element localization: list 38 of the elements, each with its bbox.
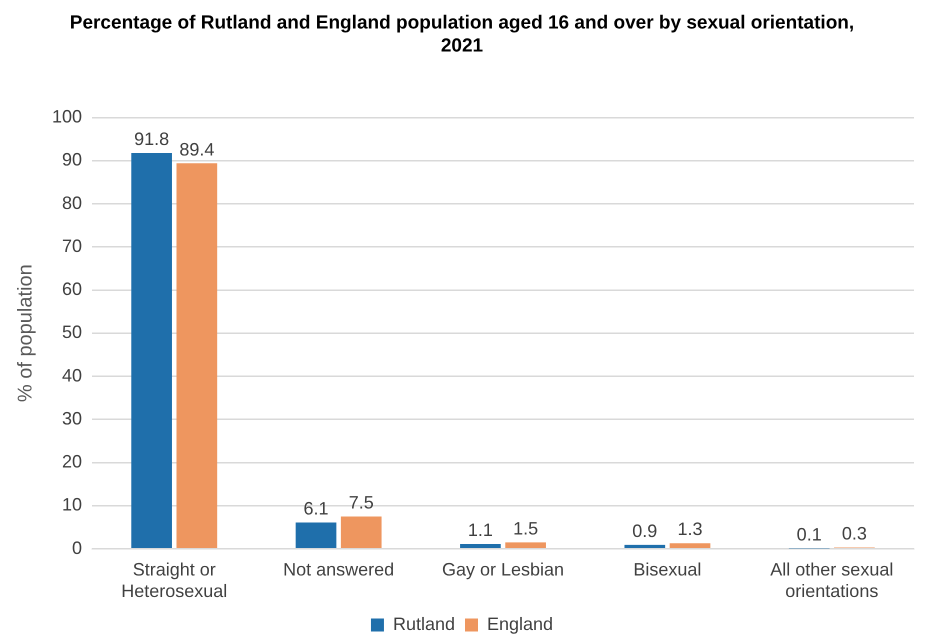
data-label: 1.5 [513, 518, 538, 538]
bar [670, 543, 710, 548]
y-tick-label: 40 [62, 365, 82, 386]
bar [460, 544, 501, 548]
y-tick-label: 10 [62, 494, 82, 515]
bar [296, 522, 336, 548]
bar [624, 544, 666, 548]
y-tick-label: 0 [72, 538, 82, 558]
bar [505, 542, 546, 548]
x-tick-label: Bisexual [633, 560, 702, 580]
data-label: 0.9 [632, 520, 658, 541]
bar [340, 516, 382, 548]
data-label: 89.4 [179, 139, 214, 160]
data-label: 0.3 [842, 523, 867, 544]
y-tick-label: 20 [62, 452, 82, 472]
data-label: 91.8 [134, 128, 170, 149]
chart-title: Percentage of Rutland and England population aged 16 and over by sexual orientation, 2021 [70, 12, 854, 56]
data-label: 0.1 [796, 524, 822, 544]
data-label: 7.5 [348, 492, 374, 512]
y-axis-title: % of population [14, 264, 37, 402]
legend-label: England [486, 614, 554, 634]
y-tick-label: 30 [62, 408, 82, 428]
y-tick-label: 50 [62, 322, 82, 342]
bar [131, 152, 172, 548]
bar [176, 163, 218, 548]
x-tick-label: Not answered [283, 560, 394, 580]
data-label: 1.3 [678, 519, 703, 540]
x-tick-label: All other sexual orientations [770, 560, 894, 602]
y-tick-label: 80 [62, 192, 82, 213]
y-tick-label: 100 [52, 106, 82, 127]
data-label: 6.1 [304, 498, 329, 518]
legend-label: Rutland [392, 614, 455, 634]
y-tick-label: 90 [62, 150, 82, 170]
x-tick-label: Straight or Heterosexual [121, 560, 228, 602]
y-tick-label: 70 [62, 236, 82, 256]
x-tick-label: Gay or Lesbian [442, 560, 564, 580]
data-label: 1.1 [468, 520, 493, 540]
y-tick-label: 60 [62, 279, 82, 300]
